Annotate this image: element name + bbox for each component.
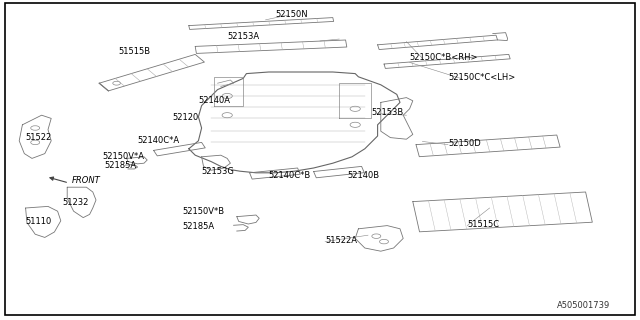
Text: 51522: 51522 [26,133,52,142]
Text: 52150D: 52150D [448,140,481,148]
Text: 52185A: 52185A [104,161,136,170]
Text: 52150N: 52150N [275,10,308,19]
Text: 52140B: 52140B [348,172,380,180]
Text: 52140C*B: 52140C*B [269,172,311,180]
Text: 51522A: 51522A [325,236,357,245]
Text: 52153B: 52153B [371,108,403,117]
Text: 52150V*A: 52150V*A [102,152,145,161]
Text: 51515B: 51515B [118,47,150,56]
Text: 52185A: 52185A [182,222,214,231]
Text: 51515C: 51515C [467,220,499,229]
Text: 52153A: 52153A [227,32,259,41]
Text: 52150C*C<LH>: 52150C*C<LH> [448,73,515,82]
Text: 52120: 52120 [173,113,199,122]
Text: 52150V*B: 52150V*B [182,207,225,216]
Text: A505001739: A505001739 [557,301,610,310]
Text: 51110: 51110 [26,217,52,226]
Text: 52140C*A: 52140C*A [138,136,180,145]
Text: 51232: 51232 [63,198,89,207]
Text: FRONT: FRONT [72,176,100,185]
Text: 52140A: 52140A [198,96,230,105]
Text: 52153G: 52153G [202,167,234,176]
Text: 52150C*B<RH>: 52150C*B<RH> [410,53,478,62]
